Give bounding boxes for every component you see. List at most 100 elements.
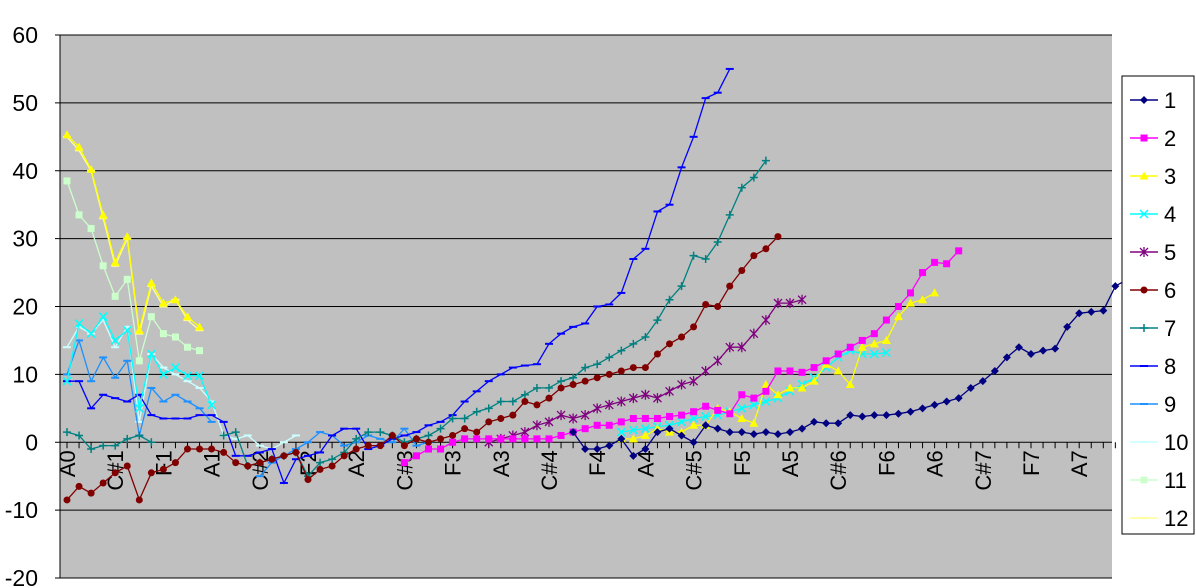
data-point [569,373,578,382]
data-point [666,412,673,420]
data-point [593,374,601,382]
data-point [690,323,698,331]
data-point [701,254,710,263]
series-6 [63,233,782,504]
legend-label: 3 [1164,164,1176,189]
data-point [761,156,770,165]
data-point [797,383,807,392]
data-point [702,300,710,308]
data-point [556,410,566,421]
data-point [134,325,144,334]
data-point [641,333,650,342]
data-point [617,434,626,443]
data-point [725,428,734,437]
data-point [171,333,179,341]
data-point [628,425,638,435]
data-point [690,408,698,416]
legend-marker [1139,171,1149,180]
data-point [87,445,96,454]
data-point [170,363,180,373]
data-point [629,364,637,372]
data-point [111,292,119,300]
data-point [907,289,914,297]
data-point [641,445,650,454]
x-tick-label: C#6 [826,450,851,490]
data-point [521,435,529,443]
data-point [364,428,373,437]
legend-item-3: 3 [1130,164,1176,189]
data-point [617,346,626,355]
data-point [87,489,95,497]
legend-item-9: 9 [1130,392,1176,417]
data-point [604,399,614,410]
data-point [147,313,155,321]
data-point [352,445,360,453]
data-point [195,371,205,381]
legend-label: 9 [1164,392,1176,417]
y-tick-label: 20 [12,294,38,320]
data-point [701,365,711,376]
data-point [1099,306,1108,315]
data-point [581,425,589,433]
data-point [448,414,457,423]
legend-marker [1140,324,1148,332]
data-point [376,442,384,450]
data-point [557,384,565,392]
legend-item-1: 1 [1130,88,1176,113]
data-point [786,367,794,375]
data-point [689,420,699,429]
x-tick-label: A4 [633,450,658,477]
data-point [316,465,324,473]
data-point [605,370,613,378]
data-point [1027,350,1035,359]
data-point [858,412,867,421]
data-point [1002,353,1011,362]
data-point [762,387,770,395]
data-point [785,383,795,392]
data-point [122,325,132,335]
data-point [653,350,661,358]
series-3 [62,130,940,443]
data-point [617,367,625,375]
data-point [966,383,975,392]
data-point [74,142,84,151]
data-point [834,419,843,428]
data-point [123,434,132,443]
data-point [906,298,915,307]
data-point [918,295,928,304]
data-point [593,445,602,454]
data-point [159,465,167,473]
data-point [702,402,710,410]
data-point [75,482,83,490]
data-point [568,413,578,424]
data-point [869,349,879,359]
data-point [882,411,891,420]
data-point [665,386,674,397]
data-point [629,451,638,460]
data-point [581,445,590,454]
x-tick-label: A5 [778,450,803,477]
data-point [773,430,782,439]
data-point [773,298,783,309]
data-point [412,435,420,443]
data-point [508,397,517,406]
data-point [545,435,553,443]
legend-label: 1 [1164,88,1176,113]
x-tick-label: A6 [923,450,948,477]
data-point [942,397,951,406]
data-point [737,183,746,192]
legend-marker [1139,247,1149,257]
data-point [689,251,698,260]
data-point [786,428,794,437]
data-point [605,353,614,362]
y-tick-label: 50 [12,90,38,116]
data-point [593,421,601,429]
data-point [653,428,662,437]
data-point [919,269,927,277]
data-point [774,233,782,241]
x-tick-label: C#4 [537,450,562,490]
data-point [749,173,758,182]
data-point [75,431,84,440]
data-point [532,420,542,431]
data-point [158,298,168,307]
